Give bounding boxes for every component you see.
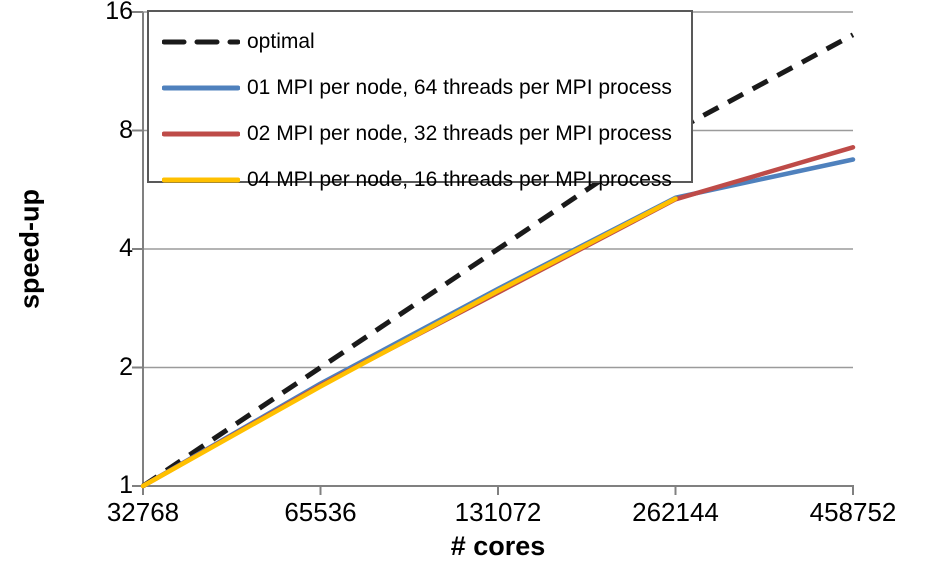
legend-item: 01 MPI per node, 64 threads per MPI proc…: [162, 73, 672, 103]
y-tick-label: 4: [119, 233, 133, 262]
y-tick-label: 8: [119, 115, 133, 144]
legend-line-sample: [162, 131, 240, 137]
legend: optimal 01 MPI per node, 64 threads per M…: [147, 10, 693, 191]
x-tick-label: 131072: [454, 497, 542, 527]
legend-label: 01 MPI per node, 64 threads per MPI proc…: [247, 76, 672, 99]
legend-label: 02 MPI per node, 32 threads per MPI proc…: [247, 122, 672, 145]
legend-item: optimal: [162, 27, 315, 57]
series-line-01-mpi: [140, 157, 856, 489]
legend-line-sample: [162, 85, 240, 91]
x-axis-title: # cores: [450, 531, 546, 561]
legend-item: 02 MPI per node, 32 threads per MPI proc…: [162, 119, 672, 149]
series-line-optimal: [141, 32, 855, 489]
legend-line-sample: [162, 177, 240, 183]
x-tick-label: 65536: [284, 497, 357, 527]
y-axis-title: speed-up: [14, 188, 45, 310]
y-tick-label: 1: [119, 470, 133, 499]
legend-item: 04 MPI per node, 16 threads per MPI proc…: [162, 165, 672, 195]
x-tick-label: 262144: [632, 497, 719, 527]
y-tick-label: 2: [119, 352, 133, 381]
series-line-02-mpi: [140, 145, 856, 489]
x-tick-label: 458752: [809, 497, 897, 527]
x-tick-label: 32768: [106, 497, 180, 527]
legend-label: optimal: [247, 30, 315, 53]
legend-line-sample: [162, 39, 240, 45]
legend-label: 04 MPI per node, 16 threads per MPI proc…: [247, 168, 672, 191]
series-line-04-mpi: [140, 196, 678, 489]
y-tick-label: 16: [105, 0, 133, 25]
